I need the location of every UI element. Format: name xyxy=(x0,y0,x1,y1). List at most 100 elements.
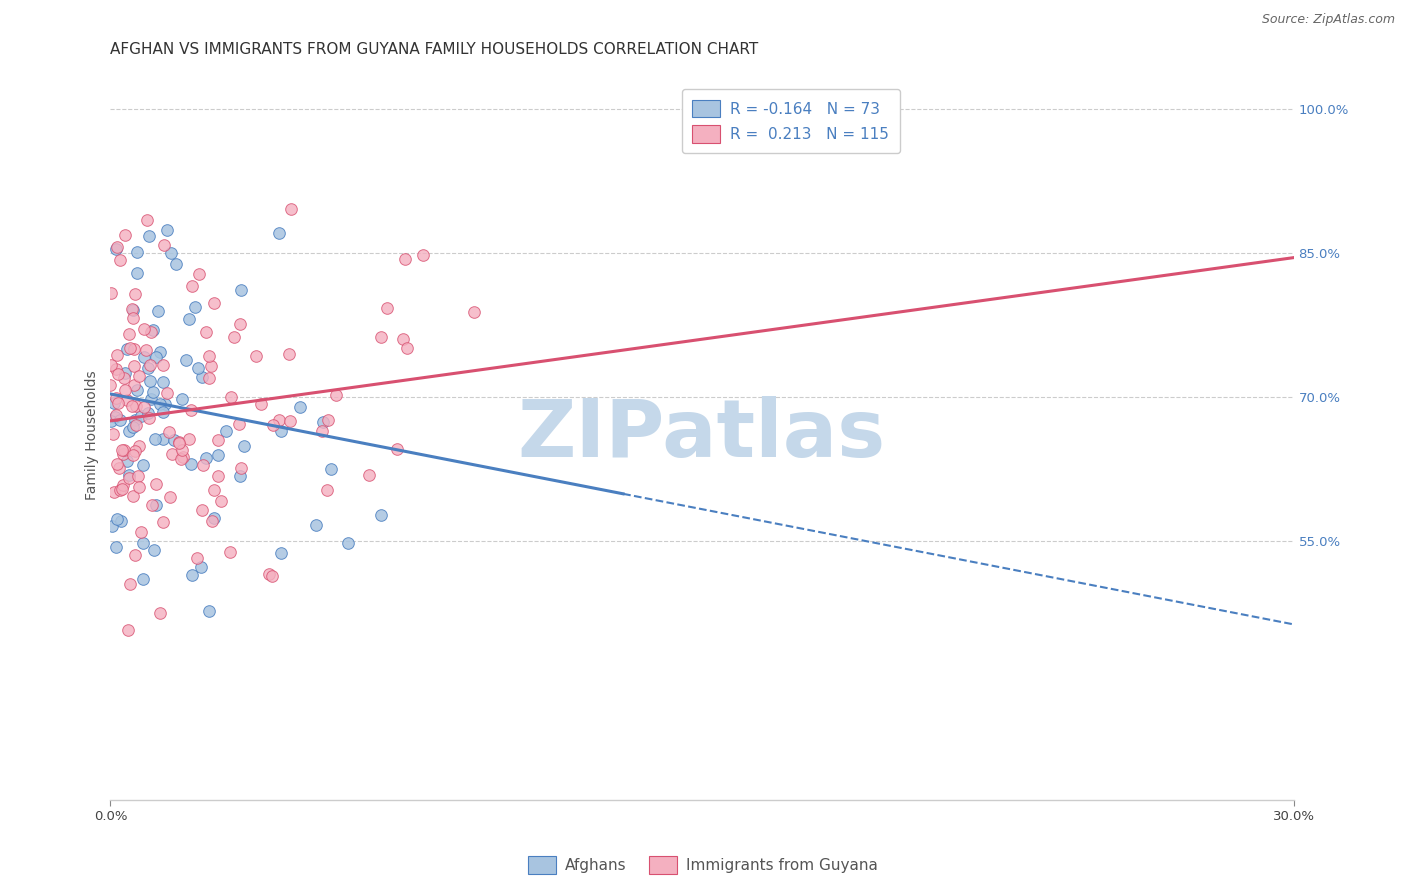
Point xyxy=(177,311,200,326)
Point xyxy=(278,414,301,428)
Point xyxy=(148,303,170,318)
Point xyxy=(105,408,128,422)
Point xyxy=(202,295,225,310)
Point xyxy=(107,367,129,381)
Point xyxy=(167,436,190,450)
Point xyxy=(104,540,127,554)
Point xyxy=(121,303,143,318)
Point xyxy=(159,490,181,504)
Point xyxy=(118,467,141,482)
Point xyxy=(165,257,187,271)
Point xyxy=(120,577,142,591)
Point xyxy=(207,434,229,448)
Point xyxy=(370,508,392,522)
Legend: R = -0.164   N = 73, R =  0.213   N = 115: R = -0.164 N = 73, R = 0.213 N = 115 xyxy=(682,89,900,153)
Point xyxy=(188,267,211,281)
Point xyxy=(127,469,149,483)
Point xyxy=(316,483,339,497)
Point xyxy=(105,240,128,254)
Point xyxy=(176,352,198,367)
Point xyxy=(136,361,159,376)
Point xyxy=(125,399,148,413)
Point xyxy=(145,350,167,364)
Point xyxy=(134,400,156,414)
Point xyxy=(143,543,166,558)
Point xyxy=(229,460,252,475)
Point xyxy=(122,359,145,374)
Point xyxy=(245,349,267,363)
Point xyxy=(202,511,225,525)
Text: Source: ZipAtlas.com: Source: ZipAtlas.com xyxy=(1261,13,1395,27)
Point xyxy=(177,432,200,446)
Point xyxy=(201,514,224,528)
Point xyxy=(124,549,146,563)
Point xyxy=(100,414,122,428)
Point xyxy=(278,347,301,361)
Point xyxy=(135,343,157,357)
Point xyxy=(111,483,134,497)
Point xyxy=(207,448,229,462)
Point xyxy=(311,425,333,439)
Point xyxy=(186,551,208,566)
Point xyxy=(377,301,399,316)
Point xyxy=(270,546,292,560)
Point xyxy=(184,301,207,315)
Point xyxy=(132,322,155,336)
Point xyxy=(129,524,152,539)
Point xyxy=(121,311,143,326)
Point xyxy=(145,476,167,491)
Point xyxy=(142,384,165,399)
Point xyxy=(195,450,218,465)
Point xyxy=(170,451,193,466)
Point xyxy=(100,286,122,301)
Point xyxy=(132,458,155,473)
Point xyxy=(394,252,416,266)
Point xyxy=(124,444,146,458)
Point xyxy=(125,383,148,397)
Point xyxy=(370,329,392,343)
Point xyxy=(108,461,131,475)
Point xyxy=(121,399,143,413)
Point xyxy=(290,401,312,415)
Point xyxy=(138,406,160,420)
Point xyxy=(117,343,139,357)
Point xyxy=(136,212,159,227)
Point xyxy=(392,332,415,346)
Point xyxy=(112,370,135,384)
Point xyxy=(124,412,146,426)
Point xyxy=(112,478,135,492)
Point xyxy=(200,359,222,373)
Point xyxy=(141,392,163,406)
Point xyxy=(107,396,129,410)
Point xyxy=(139,359,162,373)
Point xyxy=(202,483,225,497)
Point xyxy=(152,405,174,419)
Point xyxy=(159,246,181,260)
Point xyxy=(104,410,127,425)
Point xyxy=(160,447,183,461)
Point xyxy=(316,413,339,427)
Point xyxy=(305,517,328,532)
Point xyxy=(117,623,139,637)
Point xyxy=(118,424,141,438)
Legend: Afghans, Immigrants from Guyana: Afghans, Immigrants from Guyana xyxy=(522,850,884,880)
Point xyxy=(218,545,240,559)
Point xyxy=(122,342,145,356)
Point xyxy=(100,359,122,373)
Point xyxy=(180,457,202,471)
Point xyxy=(155,397,177,411)
Point xyxy=(141,498,163,512)
Point xyxy=(138,411,160,425)
Point xyxy=(198,371,221,385)
Point xyxy=(128,480,150,494)
Point xyxy=(312,415,335,429)
Point xyxy=(103,485,125,500)
Point xyxy=(157,425,180,439)
Point xyxy=(190,560,212,574)
Point xyxy=(122,377,145,392)
Point xyxy=(118,471,141,485)
Point xyxy=(207,468,229,483)
Point xyxy=(105,512,128,526)
Point xyxy=(190,369,212,384)
Point xyxy=(172,443,194,458)
